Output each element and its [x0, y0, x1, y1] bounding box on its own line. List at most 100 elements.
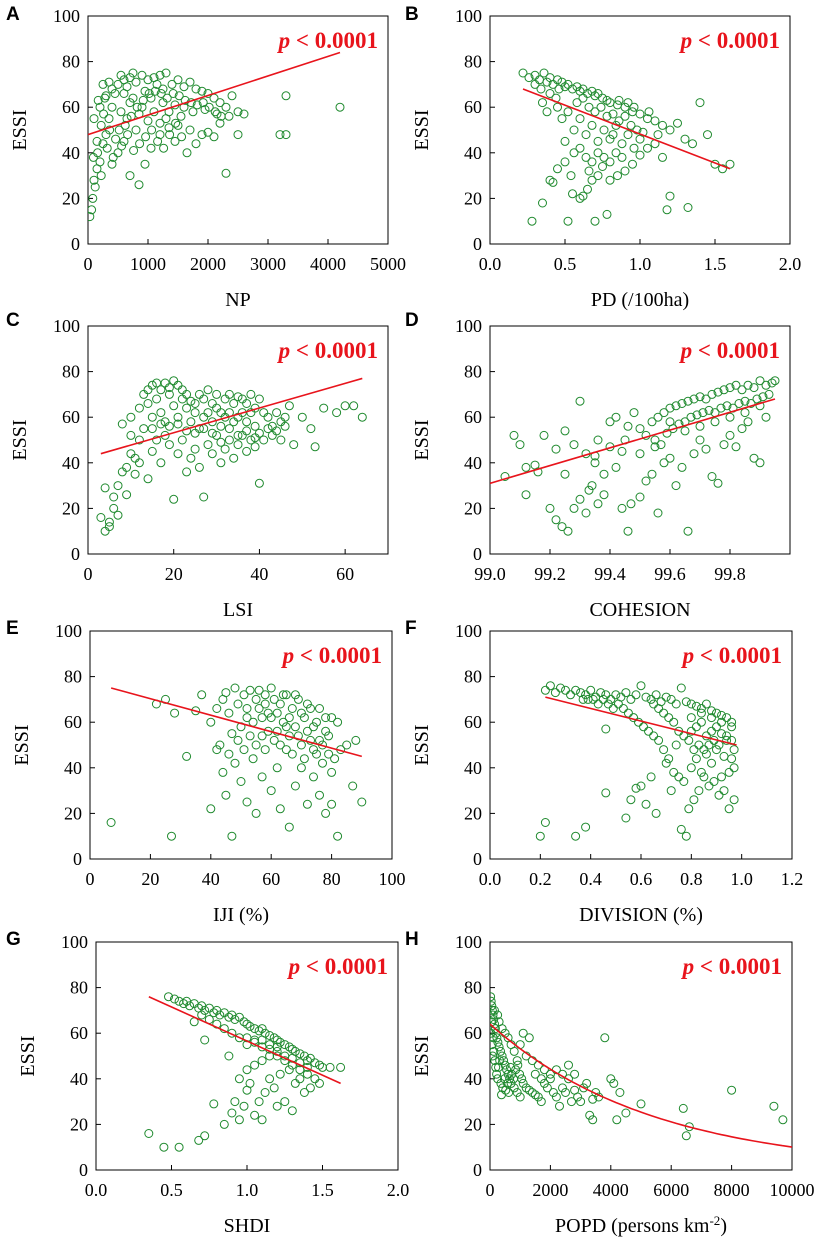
data-point — [239, 1101, 249, 1111]
data-point — [518, 1078, 528, 1088]
data-point — [512, 1056, 522, 1066]
data-point — [677, 399, 687, 408]
data-point — [621, 688, 631, 698]
x-axis-title: SHDI — [224, 1215, 271, 1237]
data-point — [327, 767, 337, 777]
data-point — [599, 490, 609, 500]
data-point — [122, 490, 132, 500]
data-point — [272, 1101, 282, 1111]
data-point — [703, 130, 712, 140]
data-point — [207, 428, 217, 438]
data-point — [540, 818, 550, 827]
y-tick-label: 0 — [473, 1160, 482, 1180]
y-tick-label: 20 — [464, 498, 482, 518]
data-point — [267, 430, 277, 440]
data-point — [699, 772, 709, 782]
data-point — [683, 396, 693, 406]
data-point — [143, 75, 153, 85]
data-point — [162, 93, 172, 103]
data-point — [194, 389, 204, 399]
data-point — [602, 209, 612, 219]
data-point — [278, 717, 288, 727]
data-point — [312, 717, 321, 727]
data-point — [161, 68, 171, 78]
data-point — [321, 713, 331, 723]
data-point — [535, 831, 545, 841]
data-layer — [518, 68, 735, 226]
data-point — [575, 396, 585, 406]
data-point — [725, 430, 735, 440]
data-point — [584, 485, 594, 495]
data-point — [212, 389, 222, 399]
data-point — [265, 1074, 275, 1084]
data-point — [578, 191, 588, 201]
data-point — [530, 1090, 540, 1100]
data-point — [169, 494, 179, 504]
x-tick-label: 40 — [250, 564, 268, 584]
data-point — [254, 685, 264, 695]
data-point — [96, 171, 106, 181]
data-point — [152, 394, 162, 404]
y-tick-label: 80 — [70, 978, 88, 998]
data-point — [327, 713, 337, 723]
data-point — [139, 424, 149, 434]
data-point — [724, 804, 734, 814]
x-tick-label: 1.0 — [730, 869, 753, 889]
data-point — [575, 114, 585, 124]
data-point — [257, 1024, 267, 1034]
data-point — [593, 148, 603, 158]
data-point — [306, 735, 315, 745]
data-point — [548, 177, 558, 187]
data-point — [701, 699, 711, 709]
data-point — [696, 704, 706, 713]
data-point — [318, 758, 327, 768]
data-point — [302, 726, 312, 736]
data-point — [289, 440, 299, 450]
data-point — [583, 184, 592, 194]
data-point — [524, 1033, 534, 1043]
data-point — [333, 717, 343, 727]
data-point — [661, 692, 671, 702]
data-point — [542, 1083, 552, 1093]
data-point — [598, 162, 607, 171]
trend-line — [490, 398, 776, 485]
x-axis-title: PD (/100ha) — [591, 289, 689, 311]
data-point — [707, 389, 717, 399]
data-point — [219, 1008, 229, 1018]
data-point — [340, 401, 350, 411]
y-tick-label: 60 — [464, 97, 482, 117]
data-point — [89, 114, 99, 124]
trend-line — [522, 88, 731, 170]
data-point — [312, 749, 321, 759]
data-point — [190, 444, 200, 454]
plot-frame — [489, 325, 791, 555]
data-point — [117, 141, 127, 151]
y-tick-label: 20 — [464, 1114, 482, 1134]
x-tick-label: 0.0 — [479, 869, 502, 889]
data-point — [605, 157, 615, 167]
data-point — [239, 109, 249, 119]
data-point — [310, 1058, 320, 1068]
data-point — [194, 462, 204, 472]
data-point — [540, 685, 550, 695]
data-point — [691, 722, 701, 732]
data-point — [518, 68, 528, 78]
data-point — [680, 134, 690, 144]
data-point — [490, 1001, 497, 1011]
data-point — [96, 120, 106, 130]
data-point — [527, 1088, 537, 1097]
data-point — [641, 799, 651, 809]
data-point — [490, 1028, 496, 1038]
data-point — [587, 175, 597, 185]
data-point — [569, 125, 579, 135]
data-point — [93, 95, 103, 105]
data-point — [598, 93, 607, 103]
data-point — [585, 1110, 595, 1120]
data-point — [242, 713, 252, 723]
data-point — [686, 726, 696, 736]
data-point — [216, 111, 226, 121]
data-point — [656, 440, 666, 450]
data-point — [614, 116, 624, 126]
data-point — [155, 130, 165, 140]
plot-frame — [87, 15, 389, 245]
